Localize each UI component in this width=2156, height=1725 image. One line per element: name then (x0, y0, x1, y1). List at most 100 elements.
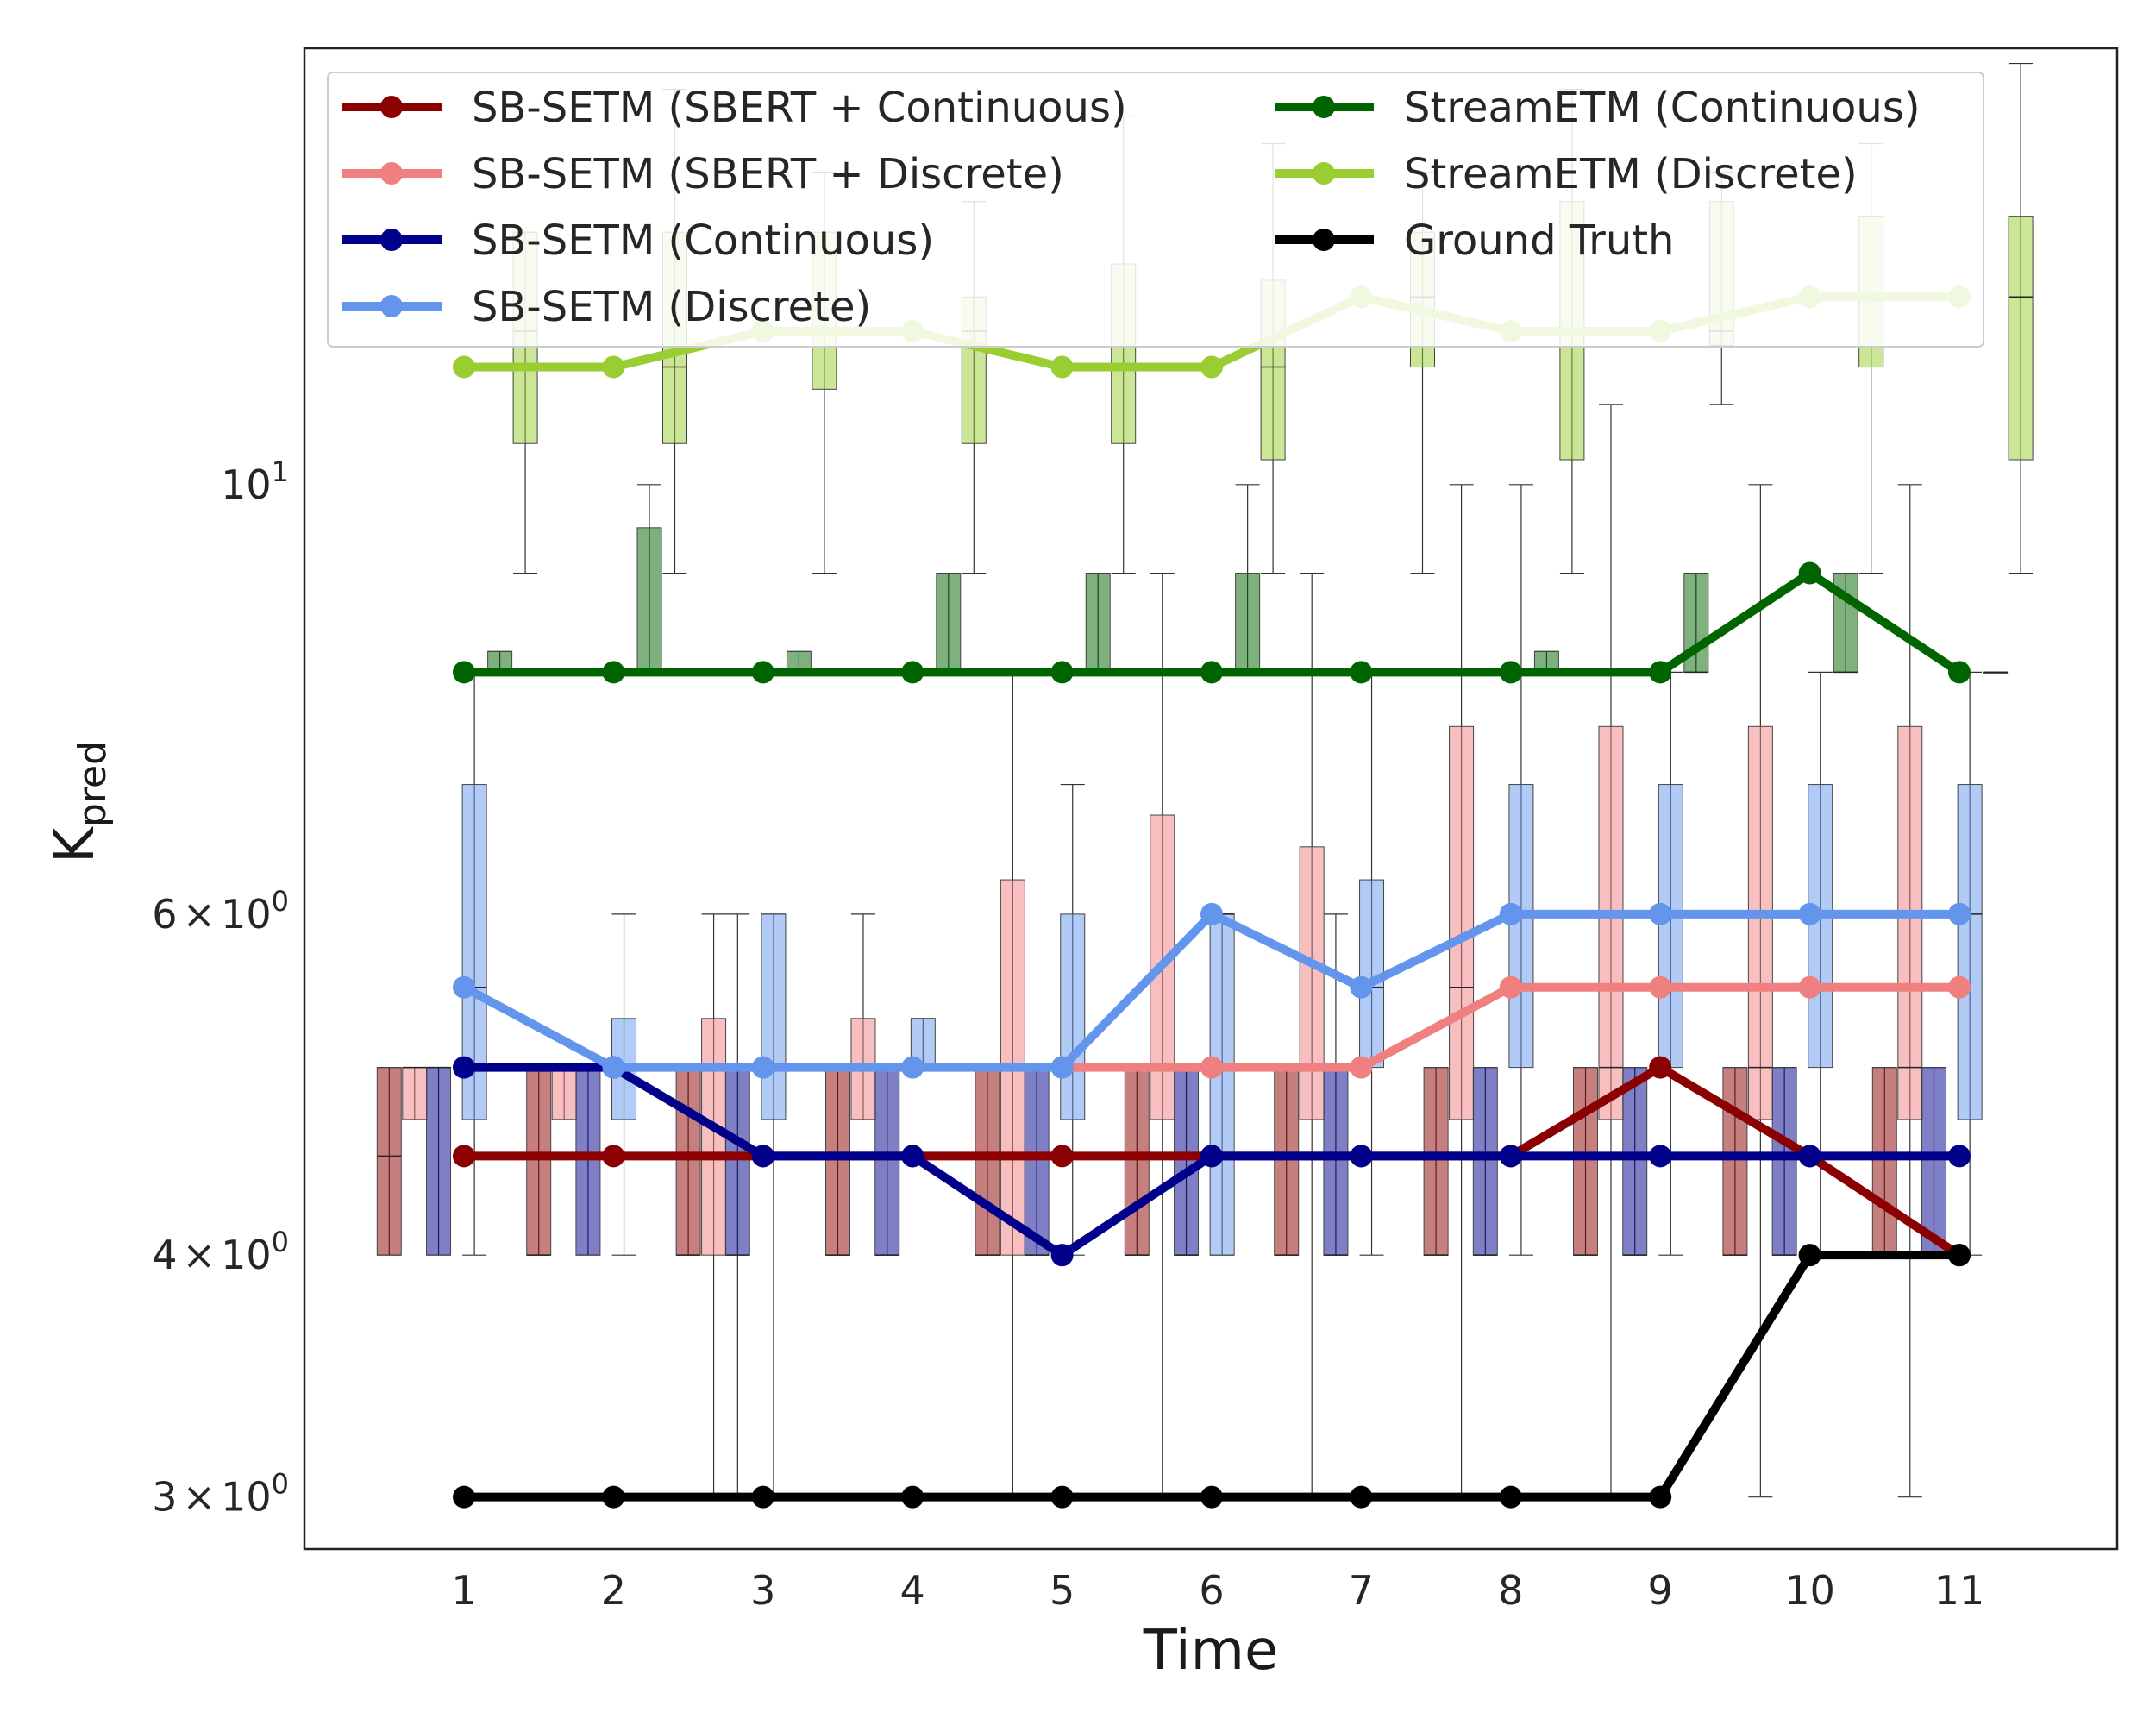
boxplot-box (1174, 1067, 1200, 1256)
legend-entry: StreamETM (Discrete) (1275, 150, 1858, 198)
series-point (1050, 1244, 1074, 1267)
boxplot-group-2 (426, 913, 1947, 1498)
series-point (602, 661, 625, 684)
y-axis-title: Kpred (43, 741, 115, 863)
series-4 (453, 561, 1971, 684)
series-point (1200, 1145, 1223, 1168)
series-point (1948, 1244, 1971, 1267)
x-tick-label: 11 (1934, 1567, 1985, 1614)
legend-entry: SB-SETM (Continuous) (342, 216, 934, 265)
boxplot-box (402, 1067, 428, 1120)
series-point (1499, 975, 1522, 999)
series-point (1350, 1145, 1373, 1168)
legend-frame (327, 72, 1984, 348)
legend-label: SB-SETM (SBERT + Continuous) (472, 84, 1127, 132)
y-tick-base: 10 (221, 1474, 272, 1521)
y-tick-exponent: 0 (272, 1468, 289, 1501)
x-tick-label: 5 (1050, 1567, 1075, 1614)
y-tick-label: 101 (221, 455, 289, 508)
series-point (453, 1145, 475, 1168)
series-point (1948, 661, 1971, 684)
legend-entry: SB-SETM (Discrete) (342, 283, 871, 331)
y-tick-exponent: 0 (272, 885, 289, 918)
boxplot-box (1323, 1067, 1349, 1256)
boxplot-box (1897, 725, 1923, 1120)
boxplot-box (675, 1067, 701, 1256)
boxplot-box (636, 527, 662, 673)
series-point (751, 661, 774, 684)
boxplot-box (1024, 1067, 1050, 1256)
boxplot-box (551, 1067, 577, 1120)
boxplot-box (1808, 784, 1833, 1069)
y-tick-label: 6 × 100 (152, 885, 289, 938)
y-tick-mantissa: 4 (152, 1232, 177, 1278)
boxplot-box (1508, 784, 1534, 1069)
series-point (1350, 975, 1373, 999)
boxplot-box (1658, 784, 1683, 1069)
boxplot-box (1472, 1067, 1498, 1256)
boxplot-box (936, 573, 962, 673)
series-point (1050, 661, 1074, 684)
series-point (1649, 975, 1672, 999)
boxplot-box (1060, 913, 1086, 1120)
boxplot-group-3 (461, 484, 1983, 1498)
y-tick-base: 10 (221, 1232, 272, 1278)
boxplot-box (526, 1067, 552, 1256)
series-point (1948, 902, 1971, 925)
boxplot-box (1085, 573, 1111, 673)
series-point (751, 1145, 774, 1168)
series-point (1649, 661, 1672, 684)
series-point (901, 661, 924, 684)
series-point (1499, 1145, 1522, 1168)
series-point (1050, 355, 1074, 379)
boxplot-box (874, 1067, 900, 1256)
boxplot-box (1598, 725, 1624, 1120)
legend-label: SB-SETM (Continuous) (472, 216, 934, 265)
series-point (602, 1056, 625, 1079)
boxplot-box (376, 1067, 402, 1256)
series-3 (453, 902, 1971, 1079)
legend-label: SB-SETM (Discrete) (472, 283, 871, 331)
series-point (1200, 355, 1223, 379)
series-6 (453, 1244, 1971, 1509)
boxplot-box (1771, 1067, 1797, 1256)
series-point (1798, 975, 1821, 999)
boxplot-box (1622, 1067, 1648, 1256)
series-point (901, 1145, 924, 1168)
series-point (901, 1485, 924, 1509)
series-point (1050, 1145, 1074, 1168)
y-tick-label: 4 × 100 (152, 1226, 289, 1278)
y-tick-label: 3 × 100 (152, 1468, 289, 1521)
legend-swatch-marker (1313, 229, 1335, 251)
legend-swatch-marker (380, 96, 403, 118)
x-tick-label: 6 (1199, 1567, 1224, 1614)
series-point (1050, 1485, 1074, 1509)
series-point (1200, 902, 1223, 925)
series-point (1350, 1056, 1373, 1079)
boxplot-box (1871, 1067, 1897, 1256)
x-tick-label: 8 (1498, 1567, 1523, 1614)
boxplot-box (1423, 1067, 1449, 1256)
y-axis-title-subscript: pred (71, 741, 115, 827)
legend-entry: SB-SETM (SBERT + Continuous) (342, 84, 1127, 132)
x-tick-label: 3 (750, 1567, 775, 1614)
boxplot-box (1722, 1067, 1748, 1256)
legend-swatch-marker (380, 162, 403, 185)
boxplot-box (1299, 846, 1325, 1120)
x-tick-label: 9 (1648, 1567, 1673, 1614)
boxplot-box (825, 1067, 850, 1256)
legend-swatch-marker (1313, 162, 1335, 185)
series-point (453, 355, 475, 379)
series-point (1798, 561, 1821, 585)
y-tick-mantissa: 6 (152, 891, 177, 938)
series-point (602, 1485, 625, 1509)
boxplot-box (1957, 784, 1983, 1120)
series-point (453, 661, 475, 684)
y-tick-exponent: 0 (272, 1226, 289, 1258)
boxplot-box (575, 1067, 601, 1256)
boxplot-box (426, 1067, 452, 1256)
series-point (1200, 1056, 1223, 1079)
series-point (1798, 902, 1821, 925)
legend-entry: StreamETM (Continuous) (1275, 84, 1921, 132)
series-point (1798, 1244, 1821, 1267)
